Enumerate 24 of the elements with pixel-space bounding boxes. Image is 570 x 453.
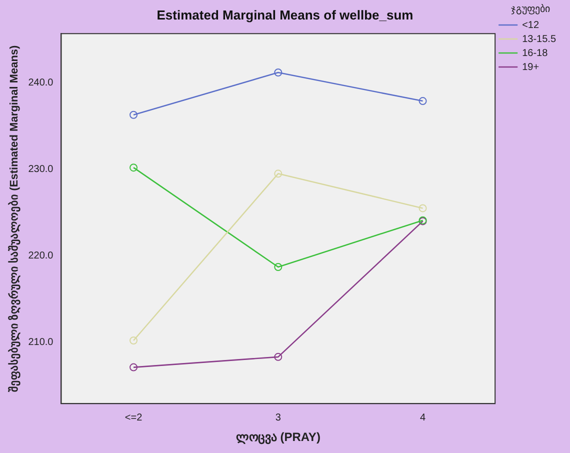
point — [274, 68, 282, 76]
point — [418, 204, 427, 212]
point — [130, 363, 138, 372]
y-tick-label: 240.0 — [28, 78, 54, 89]
y-axis-title: შეფასებული ზღვრული საშუალოები (Estimated Marginal Means) — [8, 44, 21, 392]
x-axis-title: ლოცვა (PRAY) — [236, 430, 320, 446]
legend-label: 19+ — [522, 62, 540, 73]
y-tick-label: 230.0 — [28, 164, 54, 176]
legend-label: 16-18 — [522, 48, 548, 59]
point — [274, 352, 282, 361]
x-tick-label: 4 — [420, 412, 426, 424]
point — [418, 97, 427, 106]
y-tick-label: 210.0 — [28, 336, 54, 348]
y-tick-label: 220.0 — [28, 250, 54, 262]
legend-label: 13-15.5 — [522, 34, 556, 45]
point — [130, 110, 138, 119]
point — [274, 170, 282, 178]
point — [130, 164, 138, 172]
chart-title: Estimated Marginal Means of wellbe_sum — [156, 7, 414, 22]
x-tick-label: <=2 — [124, 412, 143, 424]
legend-label: <12 — [522, 20, 540, 31]
point — [130, 336, 138, 344]
x-tick-label: 3 — [275, 412, 282, 424]
point — [274, 263, 282, 272]
